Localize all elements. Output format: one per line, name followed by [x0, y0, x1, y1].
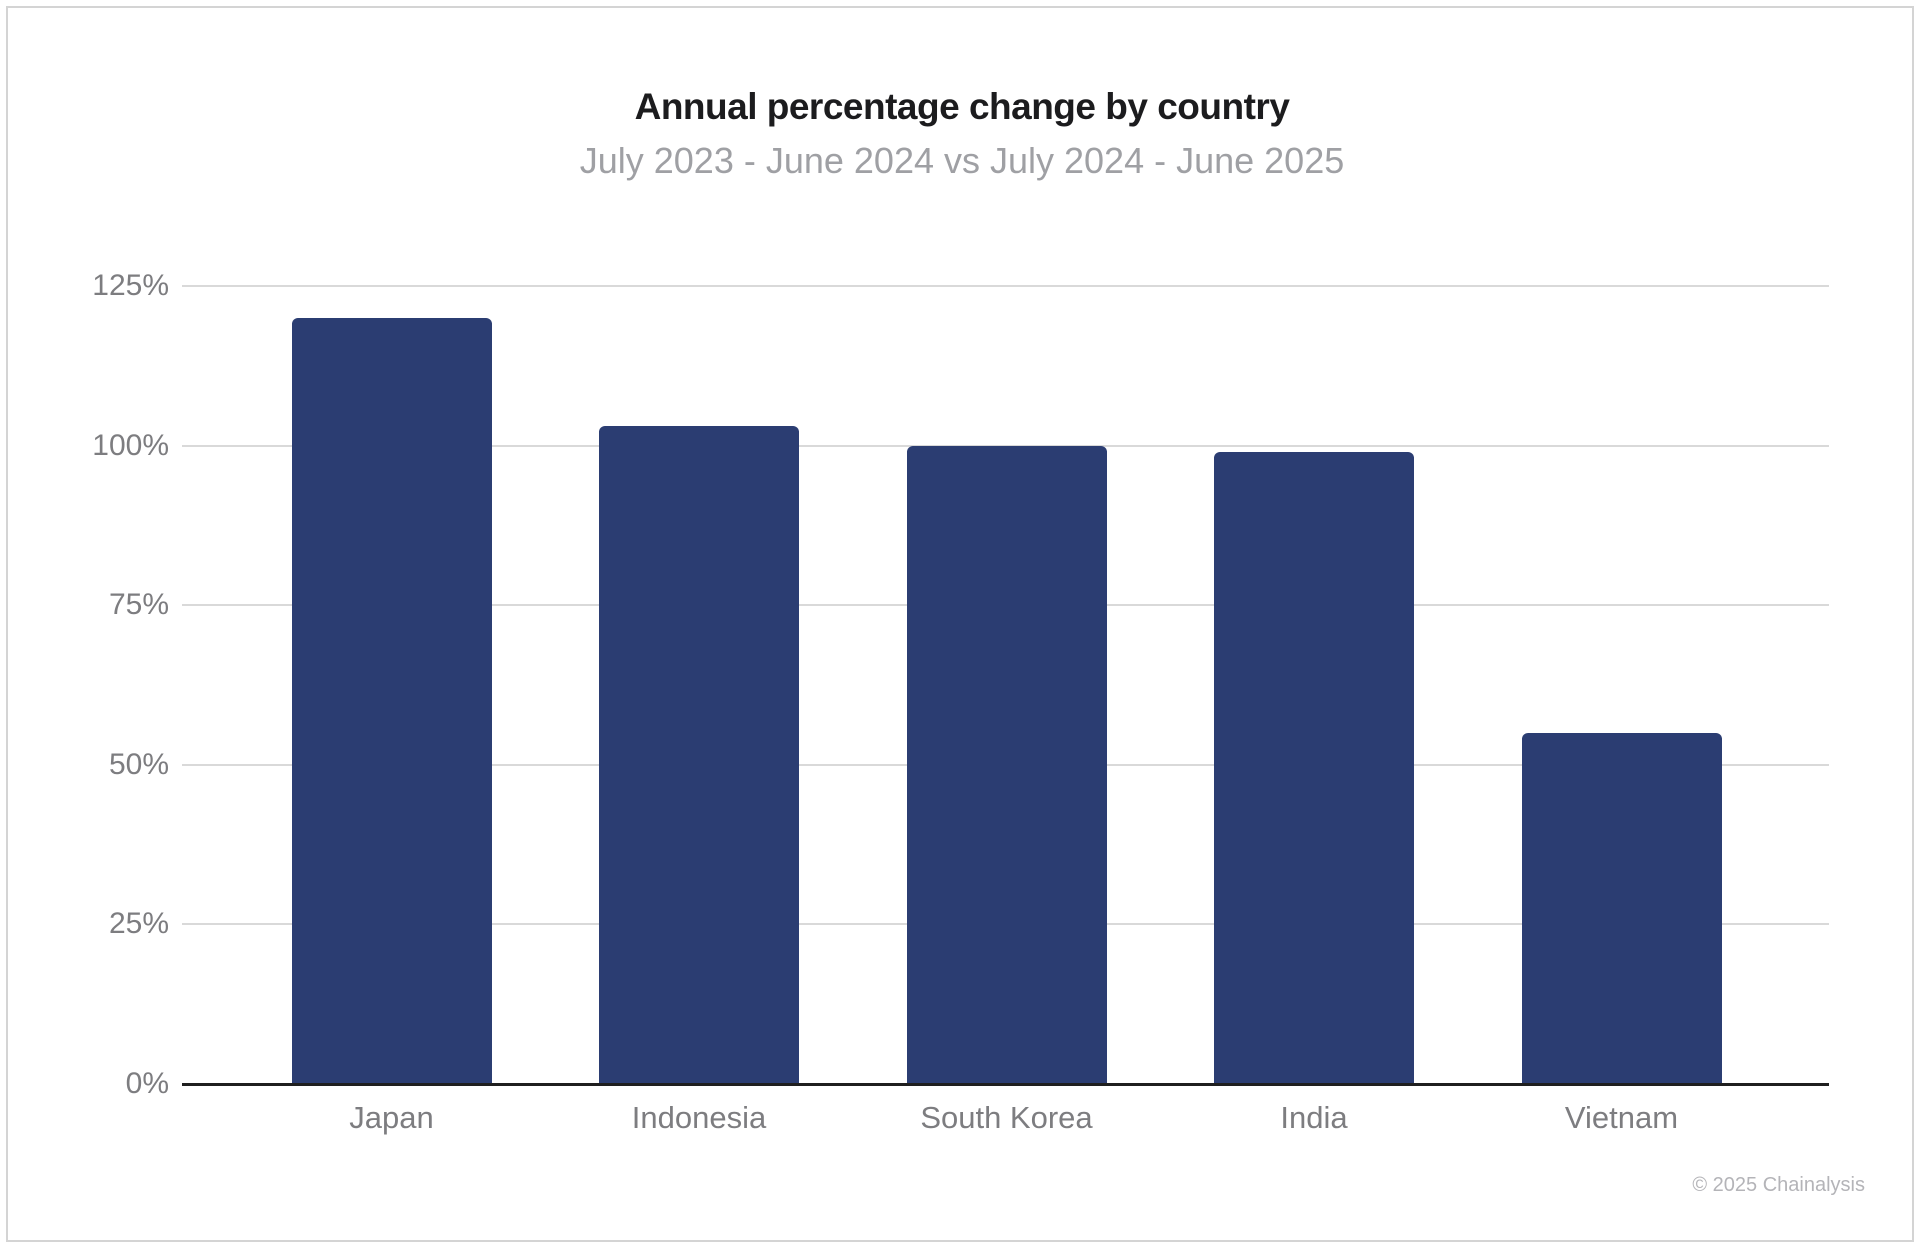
y-tick-label-75: 75% [108, 588, 169, 622]
bar-south-korea [906, 445, 1107, 1084]
x-label-south-korea: South Korea [920, 1100, 1093, 1135]
x-label-india: India [1280, 1100, 1348, 1135]
y-tick-label-125: 125% [92, 269, 169, 302]
y-tick-label-100: 100% [92, 428, 169, 462]
chart-subtitle: July 2023 - June 2024 vs July 2024 - Jun… [579, 140, 1345, 181]
y-tick-label-25: 25% [108, 907, 169, 941]
gridline-125 [182, 285, 1829, 287]
y-tick-label-0: 0% [125, 1067, 169, 1100]
x-label-indonesia: Indonesia [631, 1100, 767, 1135]
bar-japan [291, 317, 492, 1084]
chart-title: Annual percentage change by country [634, 86, 1290, 127]
bar-vietnam [1521, 732, 1722, 1084]
bar-indonesia [599, 426, 799, 1084]
bar-india [1214, 451, 1414, 1084]
gridline-100 [182, 444, 1829, 447]
x-label-vietnam: Vietnam [1564, 1100, 1679, 1135]
y-tick-label-50: 50% [108, 747, 169, 781]
x-axis-line [182, 1083, 1829, 1086]
bar-chart-plot-area: 0% 25% 50% 75% 100% 125% Japan Indonesia South … [92, 269, 1829, 1135]
copyright-note: © 2025 Chainalysis [1692, 1174, 1865, 1196]
x-label-japan: Japan [349, 1100, 434, 1135]
chart-card: Annual percentage change by country July… [6, 6, 1914, 1242]
